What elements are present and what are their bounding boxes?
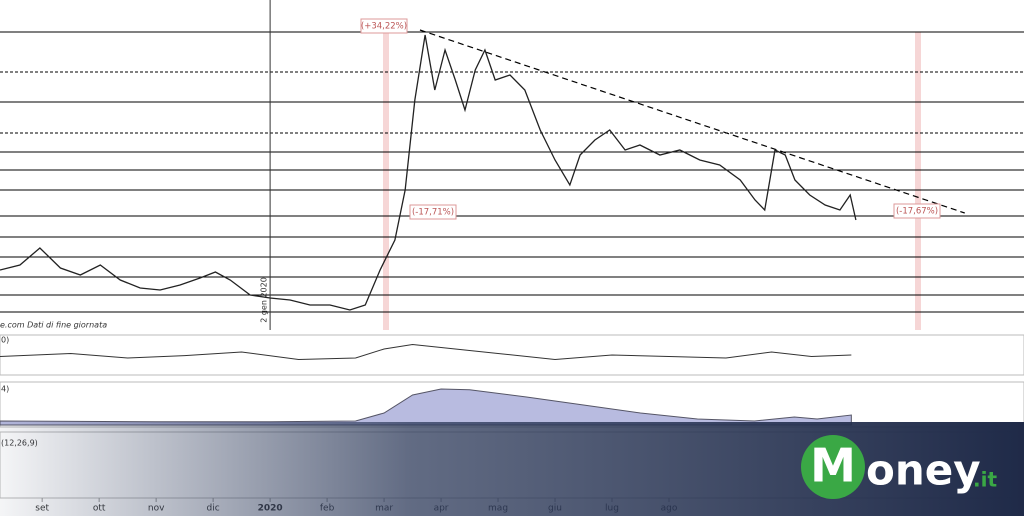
price-line <box>0 34 857 311</box>
highlight-band <box>915 32 921 330</box>
annotation: (-17,71%) <box>412 208 454 218</box>
panel-label: 4) <box>1 385 9 394</box>
logo-initial: M <box>810 439 856 493</box>
panel-label: 0) <box>1 336 9 345</box>
cursor-label: 2 gen 2020 <box>260 277 269 323</box>
rsi-line <box>0 343 852 361</box>
logo-circle <box>801 435 865 499</box>
volume-line <box>0 388 852 426</box>
trend-line <box>419 29 965 214</box>
annotation: (+34,22%) <box>361 22 407 32</box>
annotation-box <box>893 203 941 219</box>
logo-text: oney <box>866 446 981 495</box>
logo-suffix: .it <box>973 468 997 492</box>
annotation: (-17,67%) <box>896 207 938 217</box>
annotation-box <box>360 18 408 34</box>
source-label: e.com Dati di fine giornata <box>0 321 107 330</box>
rsi-panel <box>0 334 1024 376</box>
highlight-band <box>383 32 389 330</box>
annotation-box <box>409 204 457 220</box>
